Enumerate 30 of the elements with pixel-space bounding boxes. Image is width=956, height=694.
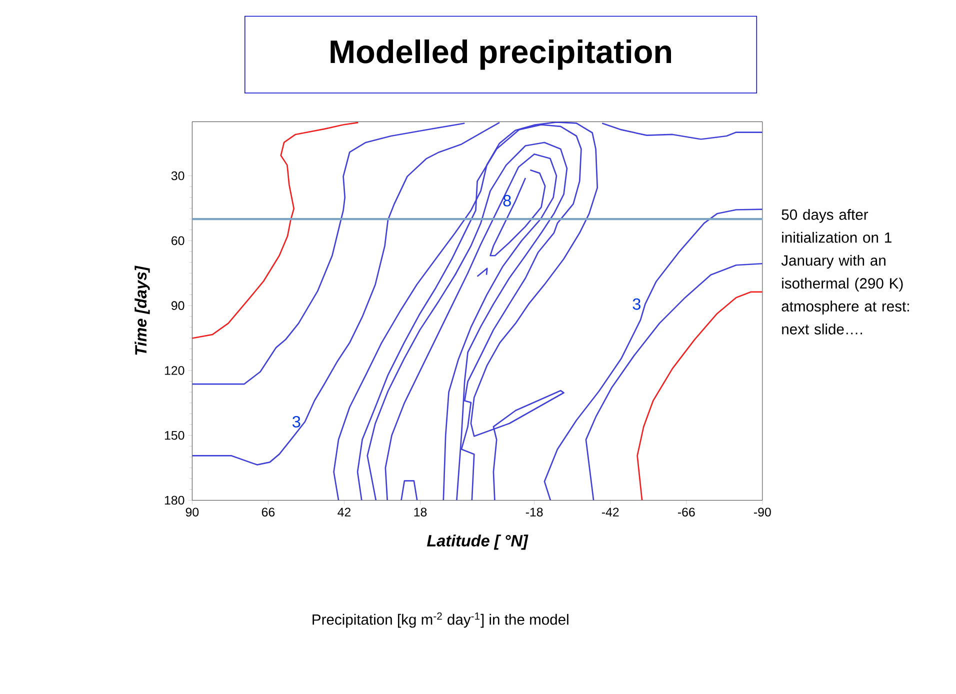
- x-axis-title: Latitude [ °N]: [426, 534, 528, 550]
- line-series: [192, 122, 359, 339]
- y-tick-label: 120: [164, 366, 184, 375]
- annotation: 8: [503, 194, 511, 206]
- line-series: [490, 169, 546, 256]
- y-tick-label: 60: [172, 236, 184, 246]
- text: Precipitation [kg m$^{-2}$ day$^{-1}$] in the model: [312, 612, 568, 628]
- x-tick-label: 90: [186, 508, 199, 517]
- line-series: [192, 122, 466, 385]
- x-tick-label: 42: [338, 508, 351, 516]
- y-tick-label: 180: [164, 496, 184, 505]
- x-tick-label: -18: [526, 508, 543, 517]
- annotation: 3: [292, 416, 300, 428]
- y-tick-label: 30: [171, 171, 184, 180]
- x-tick-label: 66: [262, 508, 275, 517]
- line-series: [601, 122, 762, 140]
- line-series: [585, 263, 762, 500]
- y-tick-label: 150: [164, 431, 184, 440]
- x-tick-label: -66: [678, 508, 695, 517]
- y-tick-label: 90: [172, 301, 184, 310]
- x-tick-label: -90: [754, 508, 771, 517]
- line-series: [544, 208, 762, 500]
- line-series: [192, 122, 500, 466]
- annotation: 3: [632, 298, 640, 310]
- x-tick-label: 18: [414, 508, 427, 517]
- chart-title: Modelled precipitation: [330, 40, 672, 70]
- x-tick-label: -42: [602, 508, 619, 516]
- ref-line-label: 50 days after initialization on 1 January with an isothermal (290 K) atmosphere at rest: next slide….: [781, 209, 909, 335]
- y-axis-title: Time [days]: [134, 266, 150, 355]
- line-series: [333, 122, 598, 500]
